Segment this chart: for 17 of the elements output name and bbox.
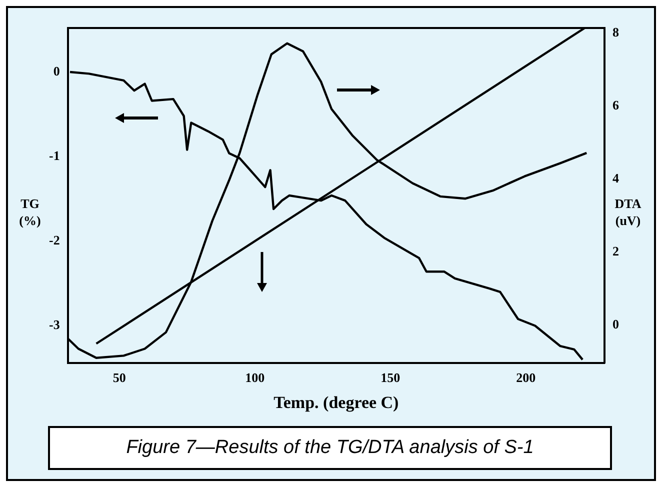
x-axis-title: Temp. (degree C)	[274, 393, 399, 412]
y2-tick-label: 0	[612, 316, 619, 332]
x-tick-label: 200	[516, 370, 536, 386]
y-axis-title: TG (%)	[19, 196, 41, 228]
x-tick-label: 100	[245, 370, 265, 386]
y-tick-label: -3	[48, 317, 60, 332]
caption: Figure 7—Results of the TG/DTA analysis of S-1	[48, 426, 612, 470]
y2-axis-title: DTA (uV)	[614, 196, 642, 228]
y-tick-label: -1	[48, 148, 60, 163]
y-tick-label: -2	[48, 232, 60, 248]
y2-tick-label: 2	[612, 244, 619, 259]
y2-tick-label: 4	[612, 170, 620, 186]
y-tick-label: 0	[53, 63, 60, 78]
y2-tick-label: 6	[612, 98, 620, 113]
y2-tick-label: 8	[612, 24, 620, 40]
x-tick-label: 50	[112, 370, 126, 386]
x-tick-label: 150	[380, 370, 400, 386]
